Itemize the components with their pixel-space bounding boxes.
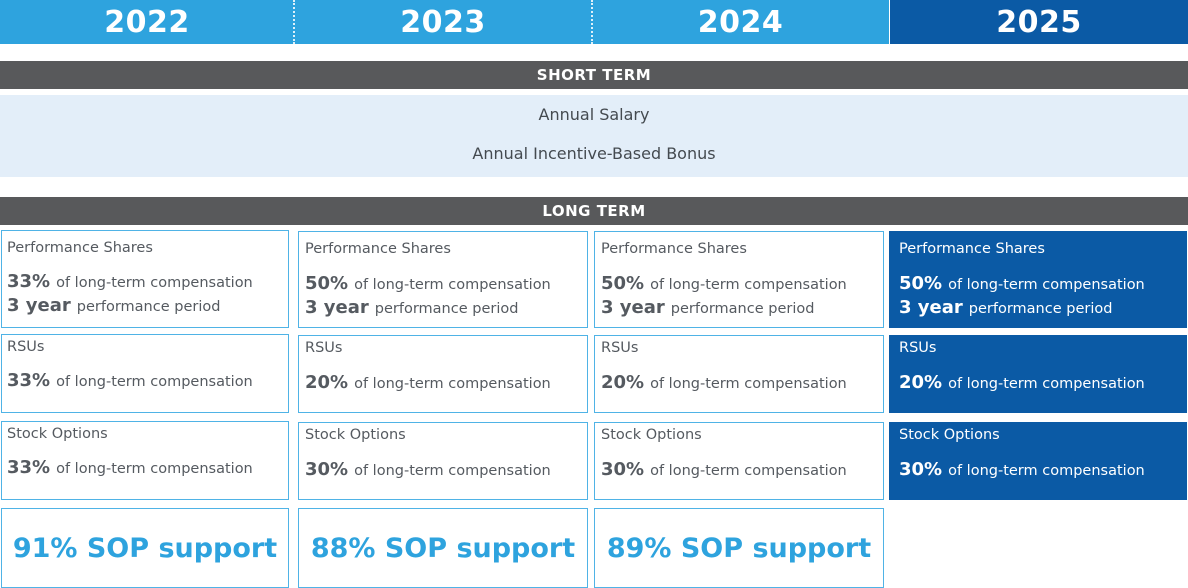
- card-title: Performance Shares: [7, 240, 153, 256]
- card-title: RSUs: [305, 340, 343, 356]
- year-divider: [293, 0, 295, 44]
- share-percent: 50%: [899, 273, 943, 294]
- period-text: performance period: [374, 301, 519, 317]
- stock-options-card: Stock Options 30% of long-term compensati…: [889, 422, 1187, 500]
- long-term-heading: LONG TERM: [0, 197, 1188, 225]
- card-title: Performance Shares: [305, 241, 451, 257]
- card-title: Stock Options: [7, 426, 108, 442]
- short-term-item: Annual Incentive-Based Bonus: [472, 144, 716, 163]
- card-title: RSUs: [601, 340, 639, 356]
- card-title: Performance Shares: [601, 241, 747, 257]
- period-text: performance period: [76, 299, 221, 315]
- share-percent: 30%: [899, 459, 943, 480]
- rsus-card: RSUs 20% of long-term compensation: [594, 335, 884, 413]
- share-percent: 33%: [7, 271, 51, 292]
- rsus-card: RSUs 33% of long-term compensation: [1, 334, 289, 413]
- share-line: 33% of long-term compensation: [7, 271, 253, 292]
- period-value: 3 year: [899, 297, 963, 318]
- share-percent: 33%: [7, 457, 51, 478]
- share-percent: 50%: [305, 273, 349, 294]
- rsus-card: RSUs 20% of long-term compensation: [298, 335, 588, 413]
- short-term-panel: Annual Salary Annual Incentive-Based Bon…: [0, 95, 1188, 177]
- short-term-heading: SHORT TERM: [0, 61, 1188, 89]
- share-text: of long-term compensation: [948, 277, 1145, 293]
- performance-shares-card: Performance Shares 33% of long-term compe…: [1, 230, 289, 328]
- card-title: Performance Shares: [899, 241, 1045, 257]
- year-header-2022: 2022: [0, 0, 294, 44]
- share-text: of long-term compensation: [948, 463, 1145, 479]
- stock-options-card: Stock Options 30% of long-term compensati…: [298, 422, 588, 500]
- share-line: 30% of long-term compensation: [305, 459, 551, 480]
- share-percent: 20%: [305, 372, 349, 393]
- share-text: of long-term compensation: [650, 376, 847, 392]
- period-line: 3 year performance period: [601, 297, 814, 318]
- period-value: 3 year: [601, 297, 665, 318]
- card-title: Stock Options: [899, 427, 1000, 443]
- year-header-2025: 2025: [890, 0, 1188, 44]
- rsus-card: RSUs 20% of long-term compensation: [889, 335, 1187, 413]
- year-divider: [591, 0, 593, 44]
- share-text: of long-term compensation: [56, 461, 253, 477]
- share-percent: 30%: [305, 459, 349, 480]
- share-line: 50% of long-term compensation: [899, 273, 1145, 294]
- share-line: 20% of long-term compensation: [601, 372, 847, 393]
- share-text: of long-term compensation: [354, 277, 551, 293]
- sop-support: 88% SOP support: [298, 508, 588, 588]
- share-text: of long-term compensation: [354, 463, 551, 479]
- year-header-2024: 2024: [592, 0, 889, 44]
- year-header-2023: 2023: [294, 0, 592, 44]
- period-text: performance period: [670, 301, 815, 317]
- share-text: of long-term compensation: [650, 277, 847, 293]
- share-text: of long-term compensation: [650, 463, 847, 479]
- share-line: 50% of long-term compensation: [601, 273, 847, 294]
- stock-options-card: Stock Options 30% of long-term compensati…: [594, 422, 884, 500]
- share-line: 20% of long-term compensation: [899, 372, 1145, 393]
- card-title: RSUs: [7, 339, 45, 355]
- card-title: Stock Options: [305, 427, 406, 443]
- sop-support: 89% SOP support: [594, 508, 884, 588]
- share-percent: 20%: [899, 372, 943, 393]
- share-line: 33% of long-term compensation: [7, 457, 253, 478]
- stock-options-card: Stock Options 33% of long-term compensati…: [1, 421, 289, 500]
- card-title: Stock Options: [601, 427, 702, 443]
- share-percent: 50%: [601, 273, 645, 294]
- share-text: of long-term compensation: [948, 376, 1145, 392]
- period-text: performance period: [968, 301, 1113, 317]
- share-line: 20% of long-term compensation: [305, 372, 551, 393]
- performance-shares-card: Performance Shares 50% of long-term compe…: [594, 231, 884, 328]
- share-text: of long-term compensation: [354, 376, 551, 392]
- period-value: 3 year: [305, 297, 369, 318]
- share-percent: 33%: [7, 370, 51, 391]
- short-term-item: Annual Salary: [538, 105, 650, 124]
- sop-support: 91% SOP support: [1, 508, 289, 588]
- share-line: 33% of long-term compensation: [7, 370, 253, 391]
- share-percent: 30%: [601, 459, 645, 480]
- period-line: 3 year performance period: [7, 295, 220, 316]
- period-line: 3 year performance period: [305, 297, 518, 318]
- share-line: 30% of long-term compensation: [899, 459, 1145, 480]
- share-line: 30% of long-term compensation: [601, 459, 847, 480]
- performance-shares-card: Performance Shares 50% of long-term compe…: [298, 231, 588, 328]
- share-text: of long-term compensation: [56, 374, 253, 390]
- performance-shares-card: Performance Shares 50% of long-term compe…: [889, 231, 1187, 328]
- period-line: 3 year performance period: [899, 297, 1112, 318]
- share-line: 50% of long-term compensation: [305, 273, 551, 294]
- share-text: of long-term compensation: [56, 275, 253, 291]
- card-title: RSUs: [899, 340, 937, 356]
- share-percent: 20%: [601, 372, 645, 393]
- period-value: 3 year: [7, 295, 71, 316]
